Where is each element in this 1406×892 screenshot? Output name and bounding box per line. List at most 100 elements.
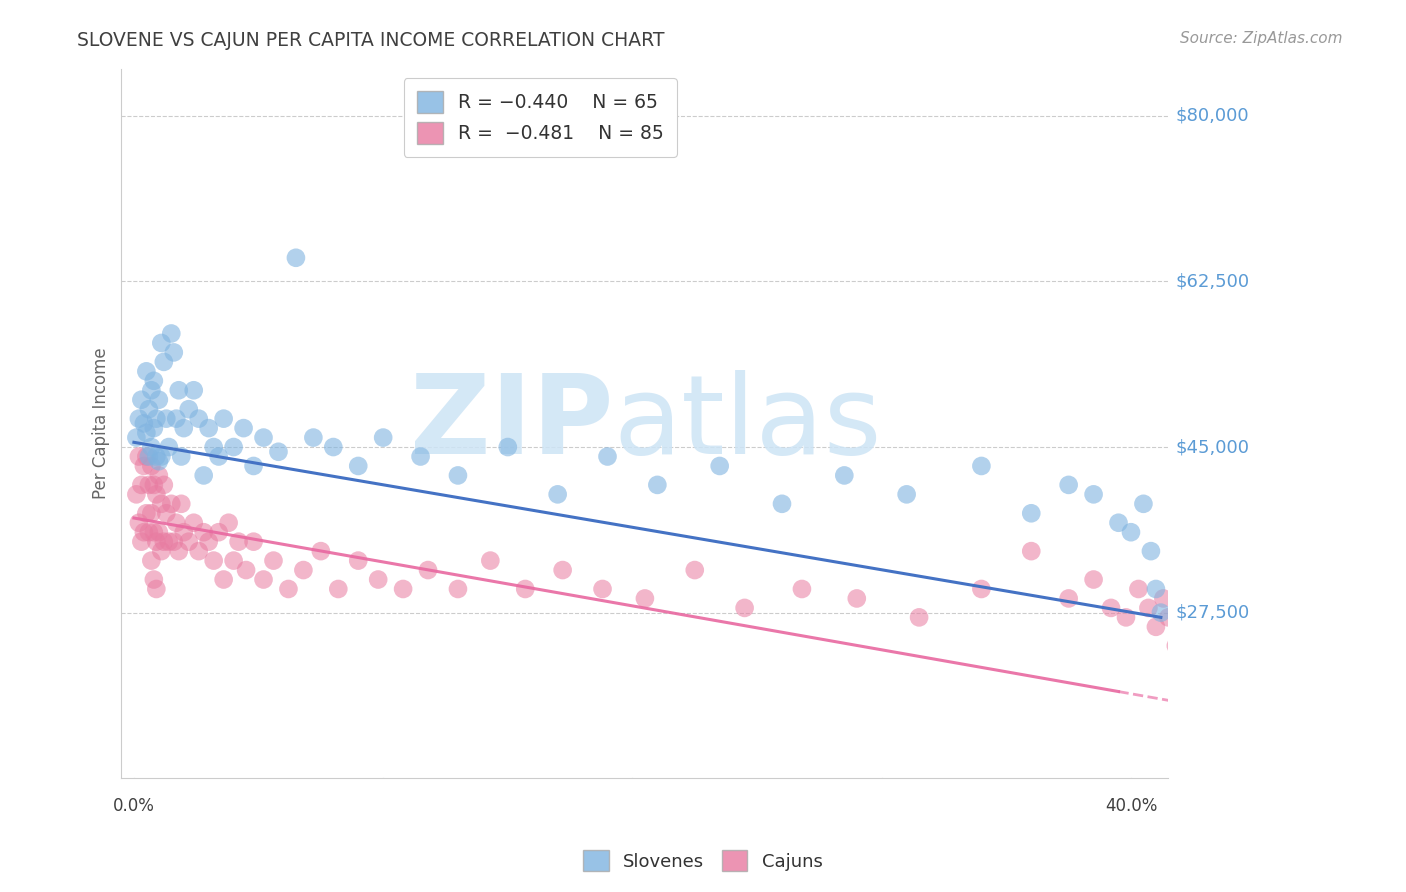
Point: [212, 573, 235, 587]
Point: [142, 374, 165, 388]
Point: [148, 392, 170, 407]
Point: [1144, 620, 1167, 634]
Point: [135, 506, 157, 520]
Text: $62,500: $62,500: [1175, 272, 1250, 291]
Point: [1108, 516, 1130, 530]
Point: [131, 478, 153, 492]
Point: [150, 335, 173, 350]
Point: [145, 534, 167, 549]
Point: [242, 534, 264, 549]
Point: [1195, 676, 1218, 690]
Point: [145, 411, 167, 425]
Point: [1057, 591, 1080, 606]
Point: [142, 525, 165, 540]
Point: [309, 544, 332, 558]
Text: 0.0%: 0.0%: [112, 797, 155, 815]
Point: [208, 450, 231, 464]
Point: [155, 506, 177, 520]
Point: [135, 425, 157, 440]
Point: [845, 591, 868, 606]
Point: [212, 411, 235, 425]
Point: [1182, 629, 1205, 643]
Point: [145, 487, 167, 501]
Point: [634, 591, 657, 606]
Point: [148, 454, 170, 468]
Point: [479, 553, 502, 567]
Point: [125, 487, 148, 501]
Point: [834, 468, 856, 483]
Point: [125, 431, 148, 445]
Point: [138, 450, 160, 464]
Point: [1019, 544, 1042, 558]
Point: [150, 450, 173, 464]
Point: [232, 421, 254, 435]
Point: [447, 582, 470, 596]
Text: 40.0%: 40.0%: [1105, 797, 1157, 815]
Point: [515, 582, 537, 596]
Point: [770, 497, 793, 511]
Point: [547, 487, 569, 501]
Point: [1164, 639, 1187, 653]
Point: [142, 478, 165, 492]
Point: [1189, 648, 1212, 663]
Point: [322, 440, 344, 454]
Point: [193, 468, 215, 483]
Point: [790, 582, 813, 596]
Point: [157, 534, 180, 549]
Point: [160, 497, 183, 511]
Point: [277, 582, 299, 596]
Point: [148, 525, 170, 540]
Point: [128, 411, 150, 425]
Point: [328, 582, 350, 596]
Point: [1115, 610, 1137, 624]
Point: [138, 525, 160, 540]
Point: [1137, 601, 1160, 615]
Point: [160, 326, 183, 341]
Point: [263, 553, 285, 567]
Point: [970, 582, 993, 596]
Point: [165, 411, 187, 425]
Point: [284, 251, 307, 265]
Point: [187, 544, 209, 558]
Point: [141, 440, 163, 454]
Y-axis label: Per Capita Income: Per Capita Income: [93, 348, 110, 500]
Point: [197, 421, 219, 435]
Point: [392, 582, 415, 596]
Point: [1150, 606, 1173, 620]
Point: [1140, 544, 1163, 558]
Point: [252, 573, 274, 587]
Point: [157, 440, 180, 454]
Point: [496, 440, 519, 454]
Point: [1152, 591, 1174, 606]
Point: [167, 544, 190, 558]
Point: [596, 450, 619, 464]
Point: [683, 563, 706, 577]
Point: [1132, 497, 1154, 511]
Point: [1119, 525, 1142, 540]
Point: [142, 573, 165, 587]
Point: [132, 525, 155, 540]
Point: [218, 516, 240, 530]
Point: [167, 384, 190, 398]
Point: [150, 544, 173, 558]
Point: [131, 392, 153, 407]
Point: [153, 355, 176, 369]
Point: [1099, 601, 1122, 615]
Point: [551, 563, 574, 577]
Point: [416, 563, 439, 577]
Point: [138, 402, 160, 417]
Point: [1170, 620, 1192, 634]
Text: ZIP: ZIP: [411, 370, 613, 477]
Point: [131, 534, 153, 549]
Point: [153, 534, 176, 549]
Point: [1083, 573, 1105, 587]
Point: [896, 487, 918, 501]
Point: [193, 525, 215, 540]
Point: [173, 525, 195, 540]
Text: Source: ZipAtlas.com: Source: ZipAtlas.com: [1180, 31, 1343, 46]
Point: [373, 431, 395, 445]
Point: [141, 553, 163, 567]
Point: [177, 402, 200, 417]
Point: [1144, 582, 1167, 596]
Point: [163, 345, 186, 359]
